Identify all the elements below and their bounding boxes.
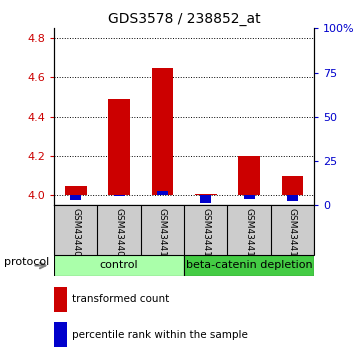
Text: protocol: protocol [4,257,49,267]
Bar [114,195,125,196]
Bar [195,194,217,195]
Bar [184,255,314,276]
Bar [54,255,184,276]
Bar [54,287,67,312]
Bar [238,156,260,195]
Bar [244,195,255,199]
Bar [157,191,168,195]
Text: beta-catenin depletion: beta-catenin depletion [186,261,312,270]
Bar [282,176,303,195]
Bar [152,68,173,195]
Text: GSM434413: GSM434413 [288,208,297,262]
Bar [54,322,67,347]
Bar [108,99,130,195]
Text: GSM434410: GSM434410 [158,208,167,262]
Bar [200,195,211,202]
Text: GSM434408: GSM434408 [71,208,80,262]
Bar [70,195,81,200]
Bar [287,195,298,201]
Text: control: control [100,261,138,270]
Text: GSM434411: GSM434411 [201,208,210,262]
Text: GSM434409: GSM434409 [115,208,123,262]
Title: GDS3578 / 238852_at: GDS3578 / 238852_at [108,12,260,26]
Bar [65,185,87,195]
Text: percentile rank within the sample: percentile rank within the sample [72,330,248,340]
Text: transformed count: transformed count [72,295,170,304]
Text: GSM434412: GSM434412 [245,208,253,262]
